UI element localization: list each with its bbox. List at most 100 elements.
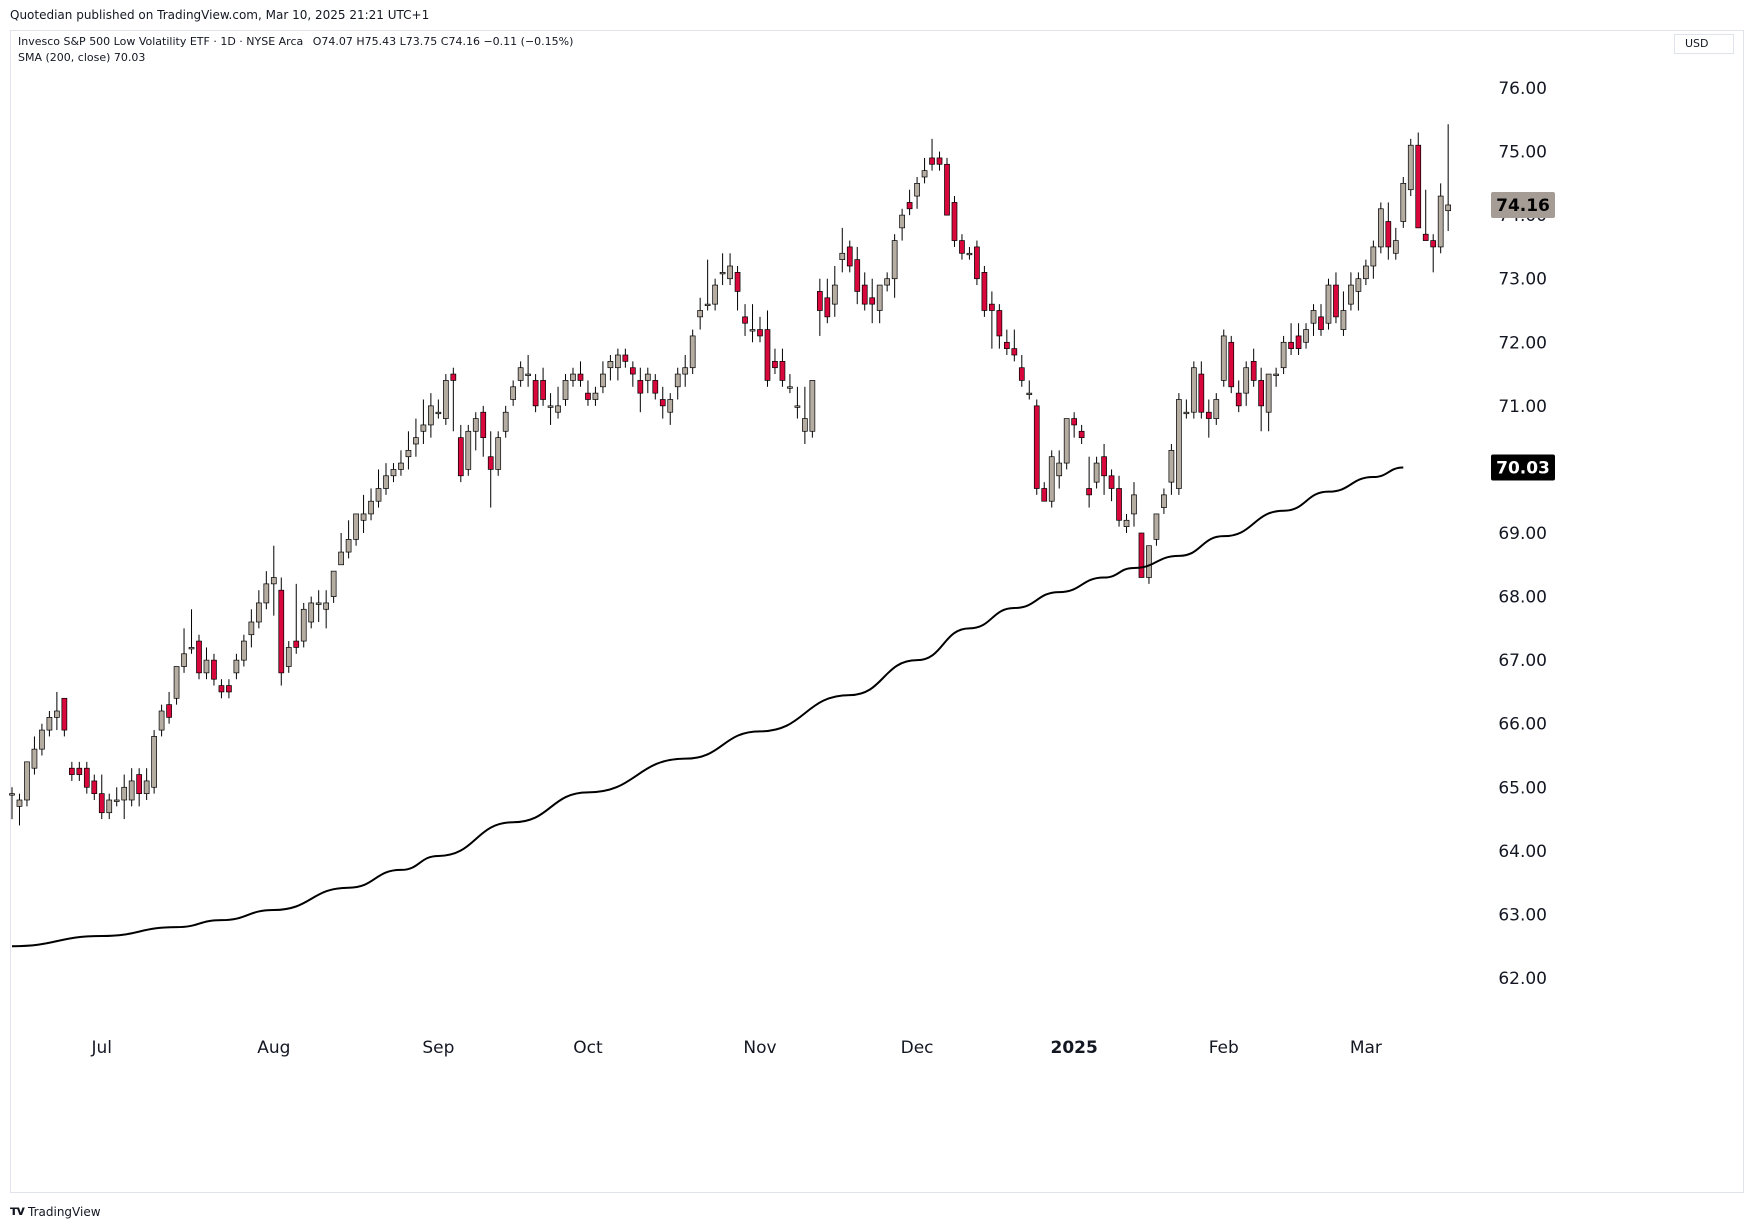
candle [233,653,240,680]
candle-body [76,767,83,775]
candle-body [1190,367,1197,413]
candle [450,367,457,432]
candle-body [450,373,457,381]
candle-body [143,780,150,794]
candle [936,151,943,171]
candle-body [944,163,950,216]
candle [173,666,180,705]
candle [1415,132,1422,229]
candle [1048,450,1055,508]
candle [1168,444,1175,495]
currency-button[interactable]: USD [1674,34,1734,54]
candle [1078,424,1085,444]
candle-body [1176,399,1182,489]
candle-body [136,774,143,794]
candle [914,177,920,209]
candle [1041,482,1048,502]
candle-body [891,240,898,280]
candle [629,361,636,387]
candle-body [749,329,756,332]
candle [1131,482,1137,527]
candle-body [1363,265,1369,280]
candle [1258,367,1265,432]
candle-body [398,462,404,470]
candle [704,259,711,311]
candle-body [540,380,546,400]
candle [1250,348,1257,387]
candle [637,367,644,413]
x-tick-label: Oct [573,1038,603,1058]
candle-body [465,430,472,470]
candle-body [1078,430,1085,438]
candle-body [644,373,651,381]
y-tick-label: 62.00 [1498,969,1547,989]
candle-body [1003,341,1010,349]
sma-legend[interactable]: SMA (200, close) 70.03 [18,51,146,64]
candle [1183,399,1190,419]
y-tick-label: 75.00 [1498,143,1547,163]
candle-body [547,405,554,408]
candle-body [1063,418,1070,464]
candle-body [831,284,838,305]
candle [592,386,599,406]
candle [181,628,187,673]
candle-body [1220,335,1227,381]
y-tick-label: 63.00 [1498,905,1547,925]
candle-body [1026,392,1033,395]
candle-body [989,303,995,311]
candle-body [667,399,674,413]
candle [1116,475,1122,527]
candle-body [981,272,988,311]
candle-body [46,717,53,731]
footer-brand[interactable]: ᴛᴠ TradingView [10,1204,101,1219]
chart-frame [10,30,1744,1193]
candle-body [1146,545,1152,578]
candle [787,374,793,394]
candle-body [809,380,816,432]
candle-body [233,659,240,674]
candle [285,641,292,673]
candle-body [652,380,659,394]
candle [682,355,689,387]
candle [487,431,494,508]
candle-body [61,697,68,731]
candle [1430,234,1437,273]
instrument-name[interactable]: Invesco S&P 500 Low Volatility ETF · 1D … [18,35,304,48]
brand-name: TradingView [28,1204,101,1219]
candle [689,329,696,375]
candle [1295,323,1302,355]
candle-body [659,399,666,407]
candle-body [1340,310,1347,330]
candle-body [360,513,367,521]
candle [1437,183,1444,254]
candle [622,348,629,368]
candle [555,386,561,419]
candle [989,291,995,349]
candle-body [218,685,225,693]
candle-body [682,367,689,375]
candle [1280,335,1287,375]
candle [1422,189,1429,241]
candle [547,393,554,425]
candle-body [1407,144,1414,191]
candle-body [68,767,75,775]
publish-info: Quotedian published on TradingView.com, … [10,8,430,22]
chart-legend: Invesco S&P 500 Low Volatility ETF · 1D … [18,34,579,66]
candle [151,730,157,794]
candle [944,157,950,216]
candle-body [1385,221,1392,248]
candle [226,679,232,699]
candle [1018,355,1025,387]
candle [854,246,861,305]
candle-body [293,640,300,648]
candle-body [390,469,397,477]
candle-body [166,704,172,718]
candle-body [413,437,419,445]
candle [375,469,382,508]
candle-body [1198,373,1205,413]
candle-body [951,202,958,241]
candle-body [772,361,778,369]
candle-body [1377,208,1384,248]
candle-body [824,297,831,318]
